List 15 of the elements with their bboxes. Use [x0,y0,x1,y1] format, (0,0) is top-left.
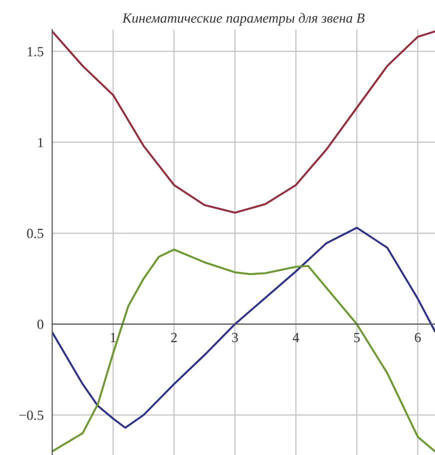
x-tick-label: 6 [414,332,421,342]
line-series [52,30,435,214]
y-tick-label: 1.5 [28,47,44,56]
y-tick-label: −0.5 [19,410,44,420]
x-tick-label: 5 [354,332,360,342]
y-tick-label: 0 [37,320,44,330]
x-tick-label: 4 [292,332,300,342]
y-tick-label: 0.5 [27,228,44,238]
chart-title: Кинематические параметры для звена B [122,12,364,26]
line-series [52,248,435,452]
x-tick-label: 1 [110,332,116,342]
x-tick-label: 3 [232,332,238,342]
x-tick-label: 2 [171,332,177,342]
y-tick-label: 1 [38,138,44,148]
line-series [52,226,435,429]
